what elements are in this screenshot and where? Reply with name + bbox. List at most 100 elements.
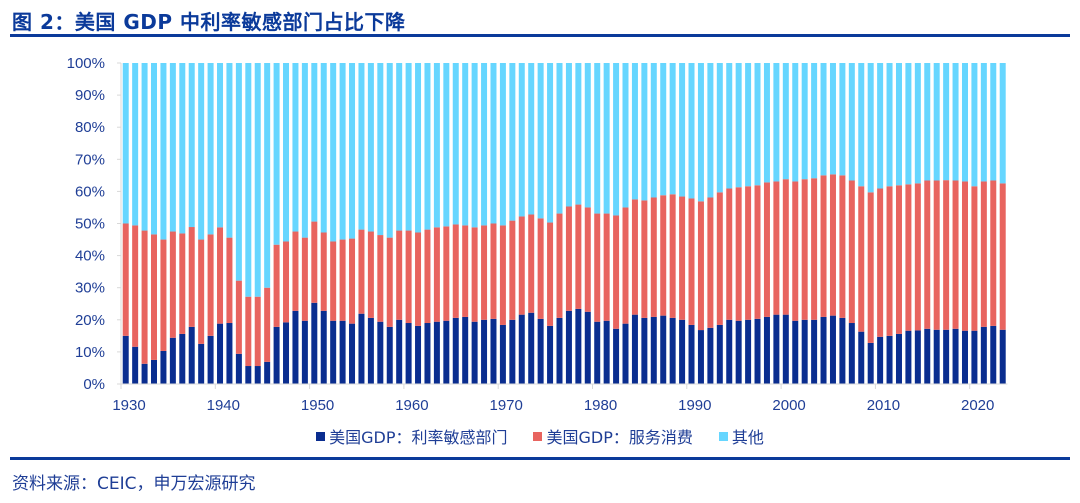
bar-segment	[999, 329, 1006, 384]
bar-segment	[575, 308, 582, 384]
bar-segment	[188, 63, 195, 228]
bar-segment	[735, 320, 742, 384]
x-tick-label: 1950	[301, 397, 334, 414]
bar-segment	[396, 319, 403, 384]
x-tick-label: 1940	[207, 397, 240, 414]
bar-segment	[594, 321, 601, 384]
bar-segment	[452, 63, 459, 225]
bar-segment	[754, 63, 761, 186]
bar-segment	[905, 63, 912, 185]
bar-segment	[537, 63, 544, 219]
bar-segment	[132, 346, 139, 384]
x-tick-label: 1990	[678, 397, 711, 414]
bar-segment	[745, 186, 752, 320]
bar-segment	[254, 296, 261, 367]
bar-segment	[839, 175, 846, 318]
bar-segment	[990, 325, 997, 384]
bar-segment	[594, 63, 601, 214]
y-tick-label: 100%	[67, 55, 105, 72]
bar-segment	[556, 63, 563, 214]
bar-segment	[160, 350, 167, 384]
source-note: 资料来源：CEIC，申万宏源研究	[12, 474, 256, 494]
bar-segment	[660, 63, 667, 196]
bar-segment	[971, 63, 978, 187]
bar-segment	[961, 181, 968, 331]
bar-segment	[415, 63, 422, 233]
bar-segment	[584, 207, 591, 312]
bar-segment	[575, 63, 582, 205]
bar-segment	[801, 319, 808, 384]
bar-segment	[877, 63, 884, 189]
bar-segment	[707, 197, 714, 328]
bar-segment	[151, 63, 157, 235]
bar-segment	[745, 63, 752, 187]
bar-segment	[792, 320, 799, 384]
bar-segment	[829, 174, 836, 316]
bar-segment	[462, 225, 469, 317]
bar-segment	[556, 317, 563, 384]
bar-segment	[669, 317, 676, 384]
bar-segment	[481, 319, 488, 384]
bar-segment	[980, 63, 987, 182]
chart-title: 图 2：美国 GDP 中利率敏感部门占比下降	[12, 10, 406, 34]
bar-segment	[848, 63, 855, 181]
bar-segment	[914, 330, 921, 384]
bar-segment	[179, 233, 186, 334]
bar-segment	[528, 63, 535, 215]
bar-segment	[735, 187, 742, 321]
bar-segment	[971, 330, 978, 384]
bar-segment	[433, 321, 440, 384]
bar-segment	[169, 63, 176, 232]
bar-segment	[264, 361, 271, 384]
bar-segment	[584, 311, 591, 384]
bar-segment	[839, 63, 846, 176]
bar-segment	[754, 185, 761, 319]
bar-segment	[377, 235, 384, 322]
bar-segment	[877, 188, 884, 337]
bar-segment	[283, 322, 290, 384]
bar-segment	[895, 333, 902, 384]
legend-label: 美国GDP：服务消费	[546, 428, 693, 447]
bar-segment	[528, 214, 535, 313]
bar-segment	[311, 302, 318, 384]
stacked-bar-chart: 0% 10% 20% 30% 40% 50% 60% 70% 80% 90% 100% 1930 194…	[67, 55, 1008, 414]
bar-segment	[697, 330, 704, 384]
bar-segment	[858, 63, 865, 187]
bar-segment	[509, 319, 516, 384]
bar-segment	[726, 188, 733, 320]
bar-segment	[782, 63, 789, 180]
bar-segment	[726, 63, 733, 189]
bar-segment	[330, 320, 337, 384]
bar-segment	[829, 315, 836, 384]
y-tick-label: 60%	[75, 183, 105, 200]
bar-segment	[377, 321, 384, 384]
bar-segment	[490, 63, 497, 224]
bar-segment	[132, 63, 139, 226]
bar-segment	[509, 220, 516, 320]
bar-segment	[367, 231, 374, 318]
bar-segment	[961, 63, 968, 182]
bar-segment	[349, 63, 356, 239]
bar-segment	[245, 366, 252, 384]
bar-segment	[858, 186, 865, 332]
y-tick-label: 40%	[75, 248, 105, 265]
bar-segment	[481, 63, 488, 226]
bar-segment	[622, 63, 629, 208]
bar-segment	[924, 180, 931, 329]
bar-segment	[443, 63, 450, 227]
bar-segment	[603, 213, 610, 321]
bar-segment	[895, 185, 902, 334]
bar-segment	[848, 323, 855, 384]
bar-segment	[339, 320, 346, 384]
bar-segment	[999, 183, 1006, 330]
bar-segment	[471, 227, 478, 322]
y-tick-label: 70%	[75, 151, 105, 168]
bar-segment	[452, 224, 459, 318]
bar-segment	[650, 63, 657, 198]
bar-segment	[943, 329, 950, 384]
bar-segment	[999, 63, 1006, 184]
bar-segment	[961, 330, 968, 384]
bar-segment	[452, 317, 459, 384]
bar-segment	[792, 181, 799, 321]
legend-label: 其他	[731, 428, 764, 447]
